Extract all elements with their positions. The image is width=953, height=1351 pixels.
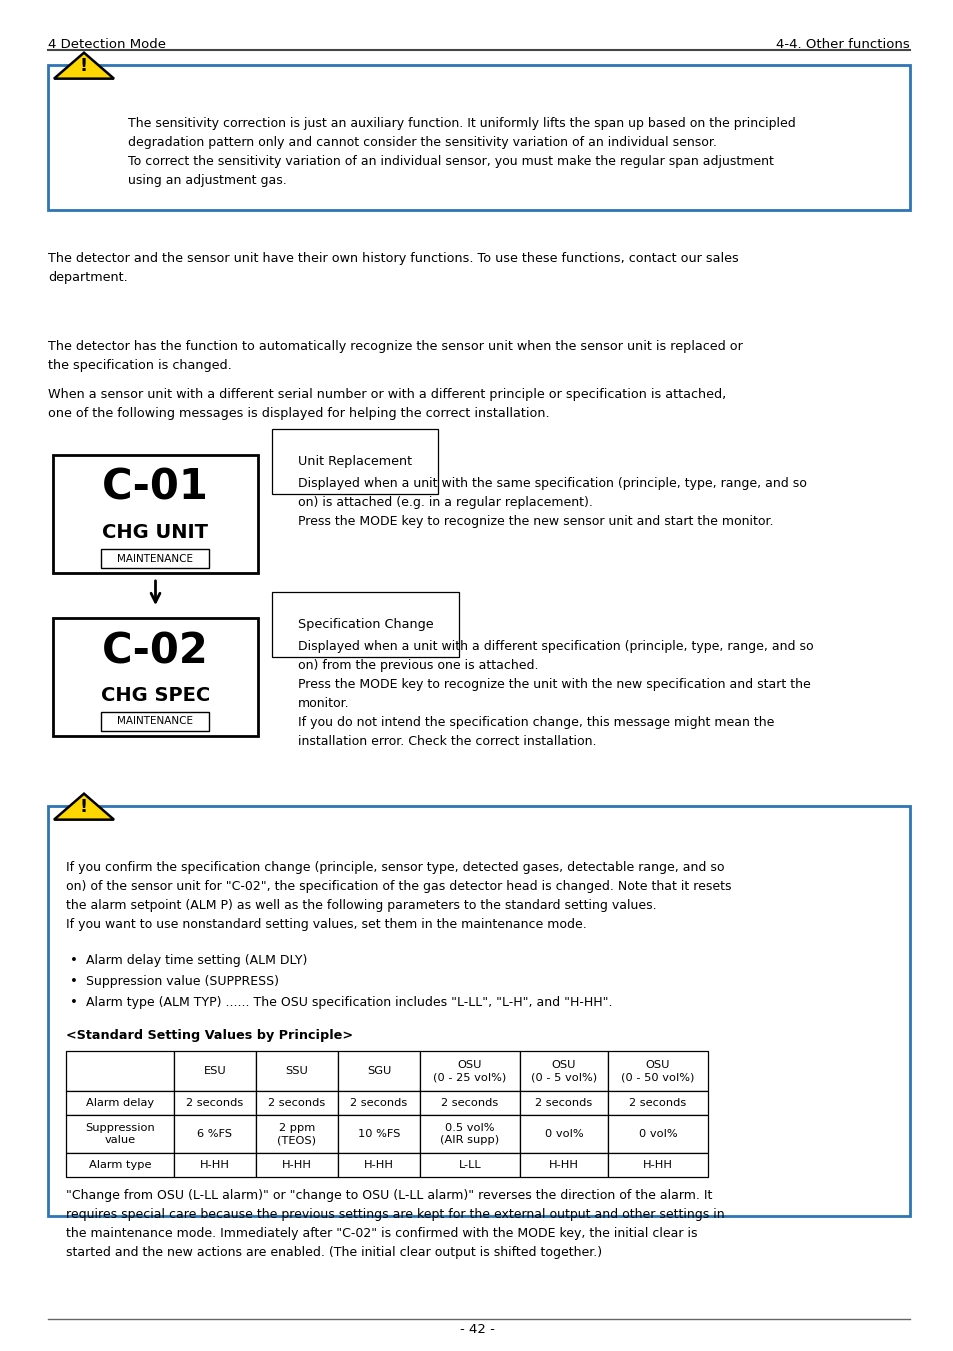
Text: 0 vol%: 0 vol%: [638, 1129, 677, 1139]
Text: Displayed when a unit with the same specification (principle, type, range, and s: Displayed when a unit with the same spec…: [297, 477, 806, 528]
Text: If you confirm the specification change (principle, sensor type, detected gases,: If you confirm the specification change …: [66, 861, 731, 931]
FancyBboxPatch shape: [419, 1152, 519, 1177]
FancyBboxPatch shape: [66, 1051, 173, 1092]
FancyBboxPatch shape: [607, 1092, 707, 1115]
Text: 0 vol%: 0 vol%: [544, 1129, 582, 1139]
Text: - 42 -: - 42 -: [459, 1323, 494, 1336]
FancyBboxPatch shape: [173, 1051, 255, 1092]
Text: !: !: [80, 57, 88, 74]
FancyBboxPatch shape: [255, 1152, 337, 1177]
Text: The sensitivity correction is just an auxiliary function. It uniformly lifts the: The sensitivity correction is just an au…: [128, 118, 795, 186]
Text: Specification Change: Specification Change: [297, 617, 434, 631]
Text: When a sensor unit with a different serial number or with a different principle : When a sensor unit with a different seri…: [48, 388, 725, 420]
Text: •: •: [70, 975, 78, 988]
Text: H-HH: H-HH: [548, 1161, 578, 1170]
FancyBboxPatch shape: [66, 1152, 173, 1177]
FancyBboxPatch shape: [337, 1051, 419, 1092]
FancyBboxPatch shape: [519, 1115, 607, 1152]
FancyBboxPatch shape: [66, 1092, 173, 1115]
FancyBboxPatch shape: [53, 617, 257, 736]
FancyBboxPatch shape: [173, 1115, 255, 1152]
Text: CHG UNIT: CHG UNIT: [102, 523, 209, 542]
Text: OSU
(0 - 50 vol%): OSU (0 - 50 vol%): [620, 1059, 694, 1082]
Text: 2 seconds: 2 seconds: [268, 1098, 325, 1108]
Text: •: •: [70, 996, 78, 1009]
Text: H-HH: H-HH: [642, 1161, 672, 1170]
Text: H-HH: H-HH: [282, 1161, 312, 1170]
Text: <Standard Setting Values by Principle>: <Standard Setting Values by Principle>: [66, 1029, 353, 1042]
FancyBboxPatch shape: [519, 1092, 607, 1115]
FancyBboxPatch shape: [519, 1152, 607, 1177]
FancyBboxPatch shape: [419, 1115, 519, 1152]
Text: 6 %FS: 6 %FS: [197, 1129, 233, 1139]
Text: Suppression
value: Suppression value: [85, 1123, 154, 1146]
FancyBboxPatch shape: [607, 1152, 707, 1177]
FancyBboxPatch shape: [255, 1115, 337, 1152]
Text: The detector and the sensor unit have their own history functions. To use these : The detector and the sensor unit have th…: [48, 253, 738, 284]
Text: •: •: [70, 954, 78, 967]
Text: !: !: [80, 797, 88, 816]
FancyBboxPatch shape: [101, 712, 210, 731]
Text: MAINTENANCE: MAINTENANCE: [117, 554, 193, 563]
Polygon shape: [54, 53, 113, 78]
Text: 4-4. Other functions: 4-4. Other functions: [776, 38, 909, 51]
Text: Displayed when a unit with a different specification (principle, type, range, an: Displayed when a unit with a different s…: [297, 640, 813, 748]
Text: C-01: C-01: [102, 467, 209, 509]
FancyBboxPatch shape: [519, 1051, 607, 1092]
Text: ESU: ESU: [203, 1066, 226, 1075]
Text: C-02: C-02: [102, 630, 209, 671]
Text: H-HH: H-HH: [200, 1161, 230, 1170]
FancyBboxPatch shape: [53, 455, 257, 573]
Text: L-LL: L-LL: [458, 1161, 481, 1170]
FancyBboxPatch shape: [255, 1051, 337, 1092]
FancyBboxPatch shape: [419, 1051, 519, 1092]
FancyBboxPatch shape: [607, 1115, 707, 1152]
Text: 2 seconds: 2 seconds: [350, 1098, 407, 1108]
Text: 2 seconds: 2 seconds: [535, 1098, 592, 1108]
Text: Suppression value (SUPPRESS): Suppression value (SUPPRESS): [86, 975, 278, 988]
FancyBboxPatch shape: [337, 1092, 419, 1115]
Text: 0.5 vol%
(AIR supp): 0.5 vol% (AIR supp): [440, 1123, 499, 1146]
Text: 2 seconds: 2 seconds: [629, 1098, 686, 1108]
Text: Unit Replacement: Unit Replacement: [297, 455, 412, 467]
Text: SGU: SGU: [366, 1066, 391, 1075]
Text: H-HH: H-HH: [364, 1161, 394, 1170]
FancyBboxPatch shape: [255, 1092, 337, 1115]
Text: 10 %FS: 10 %FS: [357, 1129, 399, 1139]
Text: 2 ppm
(TEOS): 2 ppm (TEOS): [277, 1123, 316, 1146]
Text: Alarm delay time setting (ALM DLY): Alarm delay time setting (ALM DLY): [86, 954, 307, 967]
Text: SSU: SSU: [285, 1066, 308, 1075]
FancyBboxPatch shape: [173, 1092, 255, 1115]
FancyBboxPatch shape: [337, 1115, 419, 1152]
FancyBboxPatch shape: [173, 1152, 255, 1177]
Text: OSU
(0 - 25 vol%): OSU (0 - 25 vol%): [433, 1059, 506, 1082]
Text: Alarm type: Alarm type: [89, 1161, 152, 1170]
FancyBboxPatch shape: [419, 1092, 519, 1115]
Text: CHG SPEC: CHG SPEC: [101, 686, 210, 705]
FancyBboxPatch shape: [48, 65, 909, 209]
FancyBboxPatch shape: [101, 549, 210, 567]
FancyBboxPatch shape: [337, 1152, 419, 1177]
Text: The detector has the function to automatically recognize the sensor unit when th: The detector has the function to automat…: [48, 340, 742, 372]
FancyBboxPatch shape: [607, 1051, 707, 1092]
FancyBboxPatch shape: [66, 1115, 173, 1152]
FancyBboxPatch shape: [48, 807, 909, 1216]
Text: "Change from OSU (L-LL alarm)" or "change to OSU (L-LL alarm)" reverses the dire: "Change from OSU (L-LL alarm)" or "chang…: [66, 1189, 724, 1259]
Text: 2 seconds: 2 seconds: [441, 1098, 498, 1108]
Text: 4 Detection Mode: 4 Detection Mode: [48, 38, 166, 51]
Text: OSU
(0 - 5 vol%): OSU (0 - 5 vol%): [531, 1059, 597, 1082]
Text: 2 seconds: 2 seconds: [186, 1098, 243, 1108]
Text: MAINTENANCE: MAINTENANCE: [117, 716, 193, 727]
Text: Alarm delay: Alarm delay: [86, 1098, 153, 1108]
Text: Alarm type (ALM TYP) ...... The OSU specification includes "L-LL", "L-H", and "H: Alarm type (ALM TYP) ...... The OSU spec…: [86, 996, 612, 1009]
Polygon shape: [54, 793, 113, 820]
